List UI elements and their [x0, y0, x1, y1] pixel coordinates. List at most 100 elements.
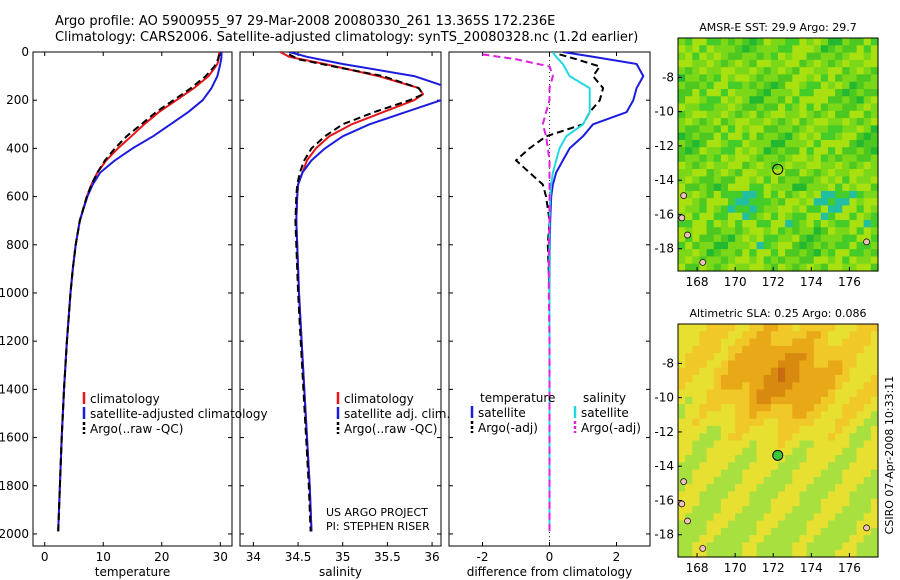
map-cell	[713, 360, 722, 369]
map-cell	[692, 118, 701, 126]
map-cell	[835, 183, 843, 192]
map-cell	[756, 103, 765, 112]
map-cell	[870, 118, 879, 126]
map-cell	[820, 331, 829, 340]
map-cell	[870, 433, 879, 442]
map-cell	[835, 374, 843, 383]
map-cell	[770, 338, 779, 347]
map-cell	[813, 59, 822, 68]
map-cell	[820, 520, 829, 529]
map-cell	[835, 360, 843, 369]
map-cell	[692, 212, 701, 221]
map-cell	[699, 418, 708, 427]
map-cell	[870, 59, 879, 68]
map-cell	[806, 67, 815, 76]
map-cell	[856, 353, 865, 362]
map-cell	[692, 139, 701, 148]
map-cell	[820, 433, 829, 442]
map-cell	[785, 535, 793, 544]
map-cell	[806, 360, 815, 369]
map-cell	[728, 241, 736, 250]
map-cell	[735, 389, 743, 398]
map-cell	[692, 389, 701, 398]
map-cell	[806, 190, 815, 199]
map-cell	[778, 324, 786, 332]
map-cell	[713, 513, 722, 522]
map-cell	[828, 212, 836, 221]
map-cell	[728, 498, 736, 507]
map-cell	[785, 455, 793, 463]
y-tick-label: -14	[654, 459, 674, 473]
map-cell	[749, 513, 758, 522]
map-cell	[785, 249, 793, 258]
map-cell	[806, 447, 815, 456]
map-cell	[692, 88, 701, 97]
map-cell	[849, 506, 858, 514]
map-cell	[749, 161, 758, 170]
map-cell	[735, 96, 743, 105]
map-cell	[685, 396, 693, 405]
map-cell	[799, 491, 808, 500]
map-cell	[863, 440, 872, 449]
map-cell	[692, 433, 701, 442]
map-cell	[749, 169, 758, 177]
map-cell	[735, 45, 743, 54]
map-cell	[713, 462, 722, 471]
map-cell	[828, 382, 836, 391]
map-cell	[863, 103, 872, 112]
map-cell	[828, 433, 836, 442]
map-cell	[792, 353, 801, 362]
map-cell	[699, 147, 708, 156]
map-cell	[735, 440, 743, 449]
map-cell	[778, 132, 786, 141]
map-cell	[863, 418, 872, 427]
map-cell	[685, 425, 693, 434]
map-cell	[735, 506, 743, 514]
map-cell	[806, 418, 815, 427]
map-cell	[835, 88, 843, 97]
map-cell	[849, 241, 858, 250]
map-cell	[763, 382, 772, 391]
legend-label: Argo(..raw -QC)	[90, 422, 183, 436]
map-cell	[828, 59, 836, 68]
legend-label: Argo(-adj)	[478, 421, 538, 435]
map-cell	[735, 183, 743, 192]
map-cell	[749, 263, 758, 272]
map-cell	[785, 491, 793, 500]
map-cell	[842, 74, 851, 83]
map-cell	[835, 220, 843, 228]
map-cell	[678, 382, 686, 391]
map-cell	[813, 367, 822, 376]
map-cell	[706, 241, 715, 250]
map-cell	[756, 455, 765, 463]
header-line-2: Climatology: CARS2006. Satellite-adjuste…	[55, 30, 639, 45]
map-cell	[713, 549, 722, 558]
map-cell	[842, 491, 851, 500]
map-cell	[849, 549, 858, 558]
map-cell	[713, 374, 722, 383]
map-cell	[720, 498, 729, 507]
map-cell	[699, 331, 708, 340]
map-cell	[828, 81, 836, 90]
map-cell	[749, 491, 758, 500]
map-cell	[749, 227, 758, 236]
map-cell	[785, 484, 793, 493]
map-cell	[806, 139, 815, 148]
map-cell	[778, 389, 786, 398]
map-cell	[706, 440, 715, 449]
map-cell	[856, 520, 865, 529]
map-cell	[849, 498, 858, 507]
map-cell	[870, 227, 879, 236]
map-cell	[813, 447, 822, 456]
map-cell	[763, 447, 772, 456]
map-cell	[735, 176, 743, 185]
map-cell	[713, 484, 722, 493]
legend-label: satellite adj. clim.	[344, 407, 450, 421]
map-cell	[770, 345, 779, 354]
map-cell	[763, 59, 772, 68]
map-cell	[856, 88, 865, 97]
map-cell	[749, 220, 758, 228]
map-cell	[856, 249, 865, 258]
map-cell	[778, 476, 786, 485]
